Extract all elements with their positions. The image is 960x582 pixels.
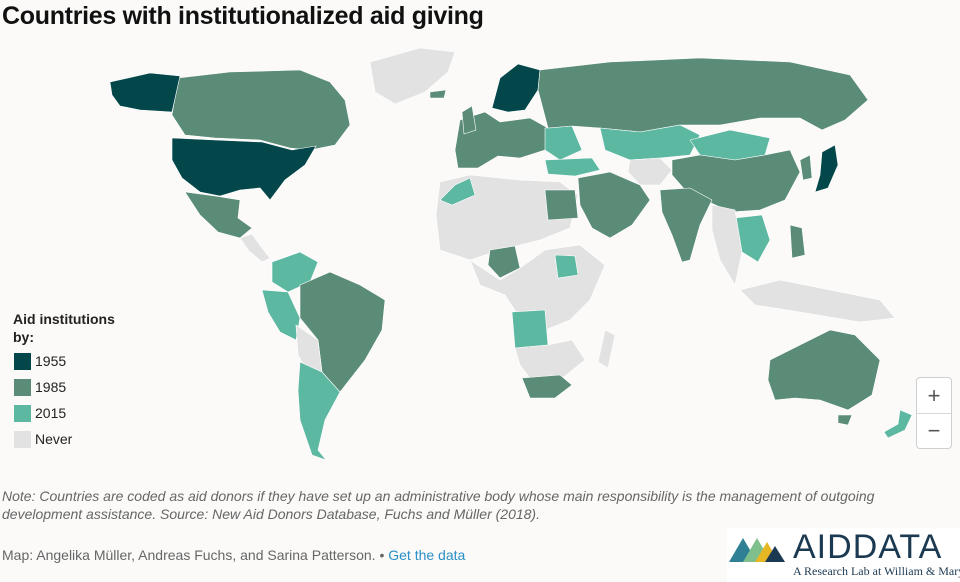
legend-swatch xyxy=(14,430,31,448)
region-middle-east[interactable] xyxy=(577,171,651,239)
country-egypt[interactable] xyxy=(544,189,579,221)
legend-item-never: Never xyxy=(14,430,72,448)
legend-label: 1955 xyxy=(35,353,67,369)
map-legend: Aid institutions by: 1955 1985 2015 Neve… xyxy=(0,296,150,460)
footnote: Note: Countries are coded as aid donors … xyxy=(2,488,875,522)
legend-item-1985: 1985 xyxy=(14,378,66,396)
country-mexico[interactable] xyxy=(184,191,253,239)
country-south-sudan[interactable] xyxy=(554,254,579,279)
country-argentina[interactable] xyxy=(297,361,341,461)
legend-item-2015: 2015 xyxy=(14,404,66,422)
zoom-in-button[interactable]: + xyxy=(917,378,951,414)
country-new-zealand[interactable] xyxy=(883,409,913,439)
credit-line: Map: Angelika Müller, Andreas Fuchs, and… xyxy=(2,547,465,563)
zoom-control: + − xyxy=(916,377,952,449)
country-south-africa[interactable] xyxy=(521,374,573,399)
country-canada[interactable] xyxy=(171,69,351,151)
legend-title: Aid institutions by: xyxy=(13,311,115,345)
legend-item-1955: 1955 xyxy=(14,352,66,370)
region-southern-africa[interactable] xyxy=(514,339,586,381)
logo-tagline: A Research Lab at William & Mary xyxy=(793,564,960,578)
legend-swatch xyxy=(14,378,31,396)
legend-swatch xyxy=(14,352,31,370)
logo-word-aid: AID xyxy=(793,528,853,566)
get-data-link[interactable]: Get the data xyxy=(388,547,466,563)
region-central-asia[interactable] xyxy=(627,157,673,186)
country-nigeria[interactable] xyxy=(487,245,521,279)
aiddata-logo[interactable]: AIDDATA A Research Lab at William & Mary xyxy=(727,528,960,582)
country-turkey[interactable] xyxy=(544,157,601,177)
country-russia[interactable] xyxy=(537,57,869,133)
country-kazakhstan[interactable] xyxy=(599,124,701,161)
logo-mark-icon xyxy=(729,538,785,562)
country-usa-alaska[interactable] xyxy=(109,72,181,113)
country-iceland[interactable] xyxy=(429,89,447,99)
country-peru[interactable] xyxy=(261,289,301,341)
region-central-america[interactable] xyxy=(239,233,271,263)
world-map[interactable] xyxy=(0,36,960,466)
legend-label: Never xyxy=(35,431,73,447)
country-uk[interactable] xyxy=(461,105,477,135)
credit-separator: • xyxy=(379,547,385,563)
country-australia[interactable] xyxy=(767,329,881,411)
region-scandinavia[interactable] xyxy=(491,63,541,113)
region-indochina[interactable] xyxy=(711,204,743,286)
country-japan[interactable] xyxy=(814,144,839,193)
country-india[interactable] xyxy=(659,187,713,263)
zoom-out-button[interactable]: − xyxy=(927,417,941,443)
credit-authors: Map: Angelika Müller, Andreas Fuchs, and… xyxy=(2,547,376,563)
country-madagascar[interactable] xyxy=(597,329,616,369)
country-tasmania[interactable] xyxy=(837,414,853,426)
map-title: Countries with institutionalized aid giv… xyxy=(2,2,484,30)
country-philippines[interactable] xyxy=(789,224,806,259)
legend-label: 2015 xyxy=(35,405,67,421)
country-angola[interactable] xyxy=(511,309,549,349)
legend-label: 1985 xyxy=(35,379,67,395)
country-morocco[interactable] xyxy=(439,177,476,206)
country-brazil[interactable] xyxy=(299,271,386,393)
logo-wordmark: AIDDATA xyxy=(793,528,942,567)
region-east-europe[interactable] xyxy=(544,125,583,161)
world-map-svg[interactable] xyxy=(0,36,960,466)
country-usa[interactable] xyxy=(171,137,317,201)
country-korea[interactable] xyxy=(799,154,813,181)
country-indonesia[interactable] xyxy=(739,279,896,323)
legend-swatch xyxy=(14,404,31,422)
country-greenland[interactable] xyxy=(369,47,456,105)
region-western-europe[interactable] xyxy=(454,111,549,169)
logo-word-data: DATA xyxy=(852,528,943,566)
